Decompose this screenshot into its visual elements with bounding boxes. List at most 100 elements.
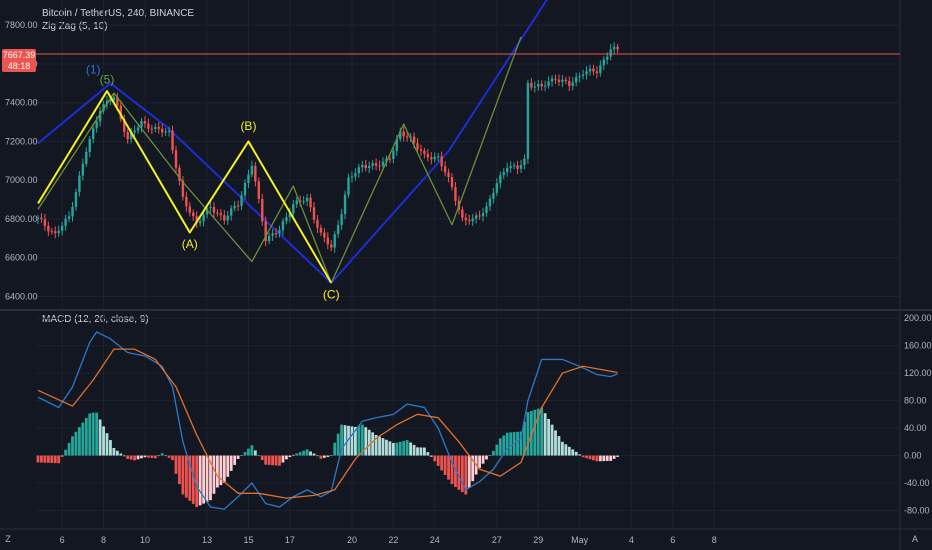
macd-histogram-bar (291, 454, 295, 456)
candle-body (343, 194, 347, 215)
macd-histogram-bar (402, 440, 406, 456)
macd-histogram-bar (405, 440, 409, 456)
macd-histogram-bar (188, 455, 192, 501)
macd-histogram-bar (481, 455, 485, 464)
zigzag-small-line (37, 36, 522, 284)
candle-body (516, 165, 519, 169)
candle-body (167, 130, 171, 132)
candle-body (161, 128, 164, 133)
candle-body (57, 230, 60, 234)
macd-label[interactable]: MACD (12, 26, close, 9) (42, 314, 149, 325)
macd-histogram-bar (153, 455, 157, 459)
macd-histogram-bar (115, 450, 119, 456)
macd-histogram-bar (167, 455, 171, 458)
candle-body (564, 79, 568, 82)
macd-histogram-bar (492, 450, 495, 456)
candle-body (60, 225, 64, 231)
macd-histogram-bar (416, 447, 419, 456)
candle-body (78, 175, 81, 192)
price-tag (2, 49, 36, 72)
candle-body (271, 233, 274, 236)
macd-histogram-bar (226, 455, 230, 477)
macd-histogram-bar (357, 425, 361, 456)
macd-histogram-bar (40, 455, 43, 463)
candle-body (216, 212, 219, 214)
timezone-corner-label[interactable]: Z (5, 534, 11, 544)
candle-body (64, 218, 67, 226)
candle-body (478, 215, 481, 217)
candle-body (575, 77, 578, 83)
macd-histogram-bar (354, 426, 357, 456)
candle-body (185, 196, 188, 207)
candle-body (368, 165, 371, 169)
candle-body (419, 149, 423, 151)
macd-histogram-bar (98, 419, 102, 456)
candle-body (126, 131, 129, 140)
candle-body (202, 214, 205, 222)
macd-histogram-bar (236, 455, 240, 459)
candle-body (192, 212, 195, 217)
macd-histogram-bar (554, 430, 557, 456)
indicator-label[interactable]: Zig Zag (5, 10) (42, 21, 108, 32)
macd-histogram-bar (433, 455, 437, 462)
candle-body (523, 158, 526, 166)
macd-histogram-bar (605, 455, 609, 462)
macd-histogram-bar (209, 455, 212, 501)
candle-body (309, 197, 312, 208)
candle-body (119, 105, 122, 120)
macd-histogram-bar (443, 455, 447, 475)
macd-histogram-bar (281, 455, 285, 463)
candle-body (616, 46, 619, 50)
macd-histogram-bar (222, 455, 226, 483)
macd-histogram-bar (136, 455, 140, 460)
price-axis-label: 6800.00 (5, 214, 38, 224)
candle-body (98, 111, 102, 122)
candle-body (288, 213, 292, 218)
macd-histogram-bar (343, 425, 347, 456)
macd-axis-label: 0.00 (904, 451, 922, 461)
candle-body (267, 235, 271, 242)
candle-body (316, 219, 319, 228)
macd-histogram-bar (84, 418, 88, 456)
macd-histogram-bar (50, 455, 54, 463)
candle-body (357, 167, 361, 174)
macd-histogram-bar (571, 449, 575, 456)
macd-histogram-bar (436, 455, 440, 466)
macd-histogram-bar (561, 441, 564, 456)
candle-body (506, 167, 509, 173)
macd-histogram-bar (423, 447, 426, 456)
candle-body (340, 214, 343, 226)
macd-histogram-bar (60, 455, 64, 457)
candle-body (423, 150, 426, 154)
candle-body (374, 163, 378, 166)
macd-histogram-bar (105, 433, 109, 456)
macd-histogram-bar (322, 455, 326, 458)
macd-histogram-bar (485, 455, 488, 460)
candle-body (499, 175, 502, 184)
macd-histogram-bar (612, 455, 616, 459)
macd-histogram-bar (205, 455, 209, 502)
macd-histogram-bar (150, 455, 154, 458)
candle-body (274, 233, 278, 235)
macd-histogram-bar (81, 422, 85, 456)
candle-body (416, 143, 419, 150)
candle-body (509, 165, 512, 168)
macd-histogram-bar (519, 431, 523, 456)
candle-body (195, 216, 198, 224)
macd-histogram-bar (174, 455, 178, 474)
macd-histogram-bar (319, 455, 323, 459)
candle-body (430, 157, 433, 160)
candle-body (578, 75, 581, 78)
candle-body (606, 56, 609, 60)
candle-body (171, 130, 174, 151)
candle-body (588, 68, 592, 72)
candle-body (102, 104, 105, 112)
auto-scale-label[interactable]: A (912, 534, 918, 544)
candle-body (50, 231, 53, 233)
candle-body (405, 136, 409, 138)
time-axis-label: 15 (243, 535, 253, 545)
macd-histogram-bar (88, 413, 92, 456)
candle-body (95, 121, 98, 129)
candle-body (205, 207, 209, 215)
